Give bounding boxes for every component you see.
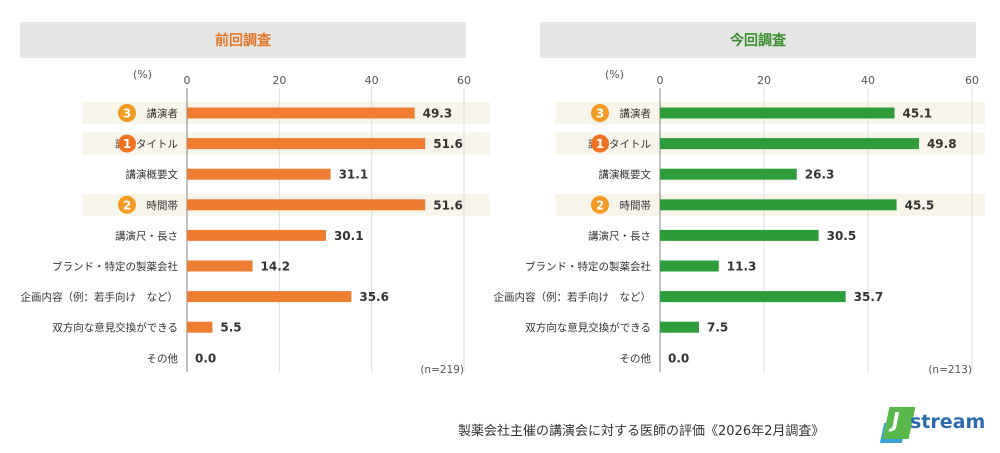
- data-label: 51.6: [433, 137, 463, 151]
- unit-label: (%): [133, 68, 152, 81]
- x-tick-label: 40: [861, 74, 875, 87]
- category-label: 講演者: [147, 107, 179, 120]
- data-label: 49.8: [927, 137, 957, 151]
- category-label: 双方向な意見交換ができる: [52, 321, 178, 334]
- category-label: ブランド・特定の製薬会社: [525, 260, 651, 273]
- x-tick-label: 60: [457, 74, 471, 87]
- unit-label: (%): [605, 68, 624, 81]
- category-label: その他: [147, 352, 179, 365]
- rank-badge: [591, 195, 609, 214]
- category-label: 双方向な意見交換ができる: [525, 321, 651, 334]
- category-label: 講演概要文: [599, 168, 652, 181]
- bar: [660, 138, 919, 150]
- bar: [187, 199, 426, 211]
- rank-number: 3: [123, 107, 131, 121]
- category-label: 時間帯: [620, 199, 652, 212]
- data-label: 0.0: [668, 351, 689, 365]
- category-label: 企画内容（例：若手向け など）: [494, 291, 652, 304]
- data-label: 51.6: [433, 198, 463, 212]
- rank-badge: [118, 195, 136, 214]
- rank-number: 2: [596, 198, 604, 212]
- category-label: 講演概要文: [126, 168, 179, 181]
- category-label: 企画内容（例：若手向け など）: [21, 291, 179, 304]
- data-label: 45.5: [905, 198, 935, 212]
- rank-number: 1: [596, 137, 604, 151]
- bar: [187, 321, 213, 333]
- rank-number: 1: [123, 137, 131, 151]
- category-label: 講演尺・長さ: [588, 229, 651, 242]
- x-tick-label: 60: [965, 74, 979, 87]
- x-tick-label: 40: [365, 74, 379, 87]
- bar: [660, 321, 699, 333]
- x-tick-label: 20: [757, 74, 771, 87]
- category-label: 講演尺・長さ: [115, 229, 178, 242]
- data-label: 14.2: [261, 260, 291, 274]
- data-label: 30.1: [334, 229, 364, 243]
- bar: [660, 260, 719, 272]
- data-label: 35.7: [854, 290, 884, 304]
- bar: [660, 168, 797, 180]
- bar: [187, 229, 326, 241]
- data-label: 26.3: [805, 168, 835, 182]
- data-label: 5.5: [220, 321, 241, 335]
- data-label: 35.6: [359, 290, 389, 304]
- bar: [660, 199, 897, 211]
- data-label: 30.5: [827, 229, 857, 243]
- logo-text: stream: [910, 411, 986, 433]
- sample-size-label: (n=213): [928, 364, 972, 376]
- jstream-logo: J stream: [879, 403, 992, 447]
- bar: [187, 107, 415, 119]
- rank-badge: [591, 104, 609, 122]
- rank-number: 2: [123, 198, 131, 212]
- chart-caption: 製薬会社主催の講演会に対する医師の評価《2026年2月調査》: [458, 424, 825, 439]
- data-label: 0.0: [195, 351, 216, 365]
- logo-letter: J: [892, 408, 900, 432]
- rank-badge: [591, 134, 609, 153]
- panel-title-previous: 前回調査: [20, 22, 466, 58]
- bar: [187, 138, 426, 150]
- x-tick-label: 0: [184, 74, 191, 87]
- sample-size-label: (n=219): [420, 364, 464, 376]
- rank-badge: [118, 104, 136, 122]
- category-label: 時間帯: [147, 199, 179, 212]
- data-label: 7.5: [707, 321, 728, 335]
- bar: [187, 168, 331, 180]
- rank-number: 3: [596, 107, 604, 121]
- x-tick-label: 0: [657, 74, 664, 87]
- rank-badge: [118, 134, 136, 153]
- x-tick-label: 20: [272, 74, 286, 87]
- data-label: 31.1: [339, 168, 369, 182]
- bar: [660, 291, 846, 303]
- data-label: 45.1: [903, 107, 933, 121]
- bar: [660, 229, 819, 241]
- panel-title-current: 今回調査: [540, 22, 976, 58]
- category-label: 講演者: [620, 107, 652, 120]
- category-label: その他: [620, 352, 652, 365]
- bar: [187, 291, 352, 303]
- data-label: 11.3: [727, 260, 757, 274]
- data-label: 49.3: [423, 107, 453, 121]
- bar: [660, 107, 895, 119]
- category-label: ブランド・特定の製薬会社: [52, 260, 178, 273]
- bar: [187, 260, 253, 272]
